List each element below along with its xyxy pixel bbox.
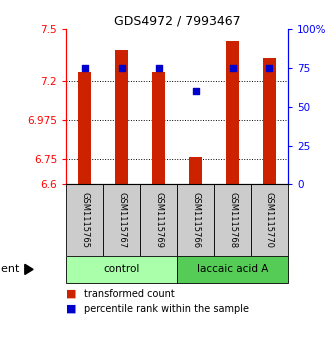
Text: transformed count: transformed count (84, 289, 175, 299)
Bar (177, 256, 288, 283)
Bar (189, 157, 202, 184)
Text: agent: agent (0, 264, 20, 274)
Text: laccaic acid A: laccaic acid A (197, 264, 268, 274)
Text: GSM1115769: GSM1115769 (154, 192, 163, 248)
Bar (251, 184, 288, 256)
Bar (78, 72, 91, 184)
Point (119, 65, 124, 71)
Text: GSM1115765: GSM1115765 (80, 192, 89, 248)
Bar (140, 184, 177, 256)
Text: ■: ■ (66, 289, 77, 299)
Bar (214, 184, 251, 256)
Bar (115, 50, 128, 184)
Text: GSM1115768: GSM1115768 (228, 192, 237, 248)
Text: control: control (104, 264, 140, 274)
Bar (226, 41, 239, 184)
Point (193, 88, 198, 94)
Text: GSM1115767: GSM1115767 (117, 192, 126, 248)
Bar (152, 72, 165, 184)
Text: GSM1115770: GSM1115770 (265, 192, 274, 248)
Point (82, 65, 87, 71)
Point (267, 65, 272, 71)
Bar (177, 184, 214, 256)
Text: GSM1115766: GSM1115766 (191, 192, 200, 248)
Bar (103, 184, 140, 256)
Title: GDS4972 / 7993467: GDS4972 / 7993467 (114, 15, 240, 28)
Text: percentile rank within the sample: percentile rank within the sample (84, 303, 249, 314)
Point (156, 65, 161, 71)
Bar (66, 184, 103, 256)
Bar (66, 256, 177, 283)
Text: ■: ■ (66, 303, 77, 314)
Point (230, 65, 235, 71)
Bar (263, 58, 276, 184)
